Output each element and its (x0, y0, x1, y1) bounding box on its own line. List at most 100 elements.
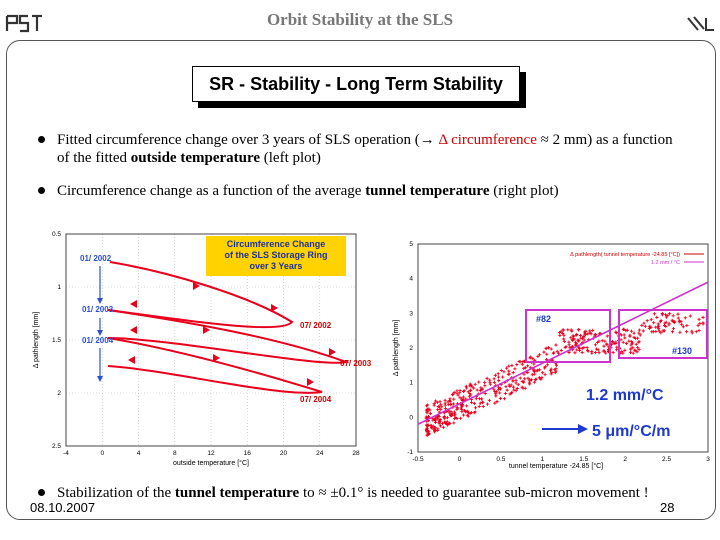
x-tick-label: 2.5 (662, 456, 671, 463)
time-arrowhead (97, 376, 103, 382)
data-point (448, 398, 452, 403)
data-point (440, 421, 445, 426)
y-tick-label: 1 (57, 284, 61, 291)
data-point (631, 351, 635, 355)
data-point (436, 427, 440, 431)
header-title: Orbit Stability at the SLS (266, 10, 454, 29)
data-point (470, 385, 474, 389)
data-point (455, 391, 459, 395)
date-annotation: 07/ 2002 (300, 321, 332, 330)
data-point (508, 392, 512, 396)
data-point (495, 390, 499, 394)
data-point (492, 387, 496, 391)
label-130: #130 (672, 346, 692, 356)
data-point (497, 387, 501, 392)
data-point (452, 413, 457, 417)
date-annotation: 07/ 2003 (340, 359, 372, 368)
data-point (690, 331, 694, 335)
legend-entry-fit: 1.2 mm / °C (651, 260, 680, 266)
data-point (602, 344, 606, 348)
data-point (522, 366, 526, 370)
data-point (574, 343, 578, 347)
data-point (496, 375, 501, 379)
data-point (456, 393, 460, 397)
data-point (485, 376, 489, 380)
data-point (641, 329, 645, 333)
data-point (561, 331, 565, 336)
data-point (634, 342, 638, 346)
data-point (455, 406, 460, 410)
bullet-dot (38, 489, 45, 496)
resolution-arrowhead (578, 424, 588, 434)
data-point (436, 407, 440, 412)
data-point (628, 334, 632, 338)
data-point (496, 372, 500, 376)
data-point (528, 355, 533, 359)
data-point (656, 322, 660, 326)
data-point (442, 420, 447, 424)
data-point (461, 395, 465, 399)
data-point (586, 332, 590, 336)
data-point (661, 329, 665, 333)
y-axis-label: Δ pathlength [mm] (393, 320, 400, 376)
data-point (523, 366, 527, 370)
data-point (601, 349, 605, 353)
data-point (485, 402, 490, 406)
data-point (553, 370, 557, 375)
data-point (425, 428, 429, 432)
data-point (637, 328, 641, 332)
data-point (657, 324, 661, 328)
data-point (468, 411, 472, 415)
data-point (459, 416, 463, 420)
data-point (458, 396, 462, 400)
slide-frame (6, 40, 716, 520)
data-point (459, 406, 463, 410)
data-point (558, 333, 562, 338)
y-tick-label: 0 (409, 414, 413, 421)
data-point (488, 382, 492, 386)
data-point (452, 390, 456, 395)
data-loop (107, 337, 323, 394)
data-point (697, 317, 701, 321)
data-point (463, 410, 468, 414)
x-axis-label: tunnel temperature -24.85 [°C] (509, 462, 603, 470)
data-point (570, 329, 574, 333)
data-point (472, 401, 477, 406)
data-point (425, 408, 430, 412)
date-annotation: 01/ 2002 (80, 254, 112, 263)
data-point (623, 336, 627, 340)
data-point (654, 329, 658, 334)
data-point (636, 336, 640, 340)
data-point (552, 351, 556, 355)
x-tick-label: 16 (244, 450, 252, 457)
data-point (503, 391, 507, 396)
data-point (615, 348, 619, 352)
data-point (647, 326, 651, 330)
data-point (589, 332, 593, 336)
data-point (637, 347, 641, 352)
data-point (660, 311, 664, 316)
data-point (445, 416, 449, 420)
data-point (683, 316, 687, 320)
data-point (448, 421, 452, 426)
data-arrowhead (130, 326, 137, 334)
data-point (462, 389, 466, 393)
data-point (533, 378, 538, 382)
data-point (502, 397, 507, 401)
data-point (629, 343, 633, 347)
data-point (526, 364, 530, 368)
data-point (556, 351, 561, 355)
data-point (498, 391, 502, 395)
data-point (447, 411, 451, 415)
bullet-dot (38, 187, 45, 194)
data-point (443, 398, 447, 402)
data-point (443, 416, 447, 420)
data-point (614, 331, 619, 335)
y-axis-label: Δ pathlength [mm] (33, 312, 40, 368)
data-point (673, 320, 677, 324)
data-point (663, 321, 667, 325)
bullet-text: Stabilization of the tunnel temperature … (57, 485, 649, 501)
x-tick-label: 1 (540, 456, 544, 463)
data-point (555, 349, 559, 353)
data-point (635, 350, 639, 354)
